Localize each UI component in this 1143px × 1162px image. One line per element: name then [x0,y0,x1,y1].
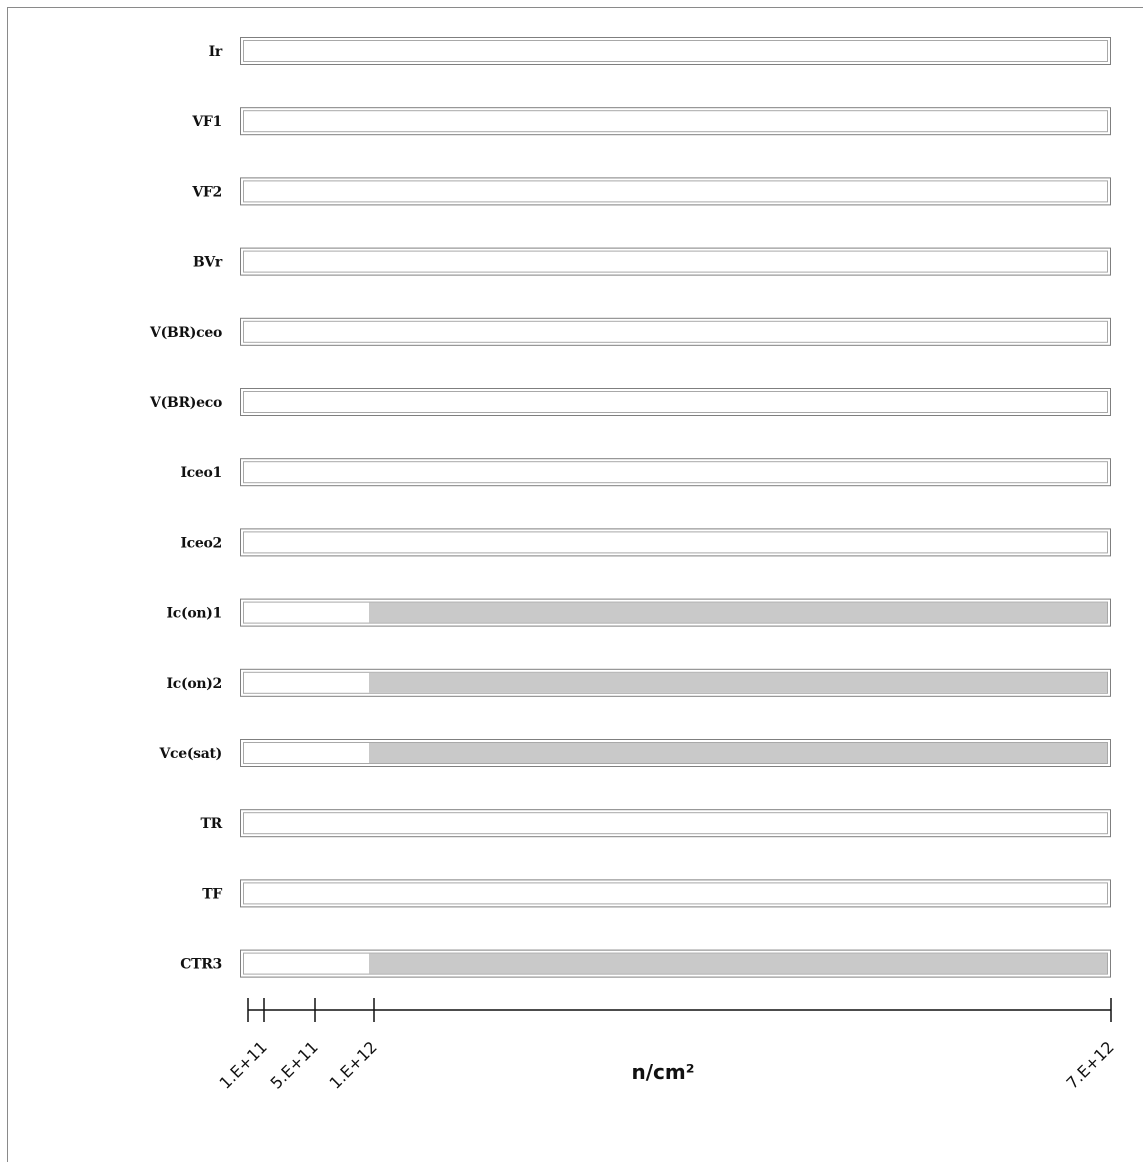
bar-track [243,461,1108,484]
bar-track [243,391,1108,413]
bar-rows: Ir VF1 VF2 BVr V(BR)ceo V(BR)eco Iceo1 Iceo2 Ic(… [149,37,1111,978]
failure-bar [369,602,1107,623]
bar-row: V(BR)eco [149,388,1111,416]
tick-label: 1.E+12 [326,1037,381,1092]
category-label: Ic(on)2 [167,676,222,692]
bar-track [243,110,1108,133]
bar-row: BVr [193,247,1111,276]
category-label: Ic(on)1 [167,606,222,622]
bar-track [243,812,1108,835]
bar-row: VF2 [191,177,1111,206]
bar-row: TR [201,809,1111,838]
bar-row: TF [202,879,1111,908]
category-label: TF [202,886,222,902]
category-label: BVr [193,255,223,271]
bar-track [243,250,1108,273]
category-label: TR [201,816,223,832]
category-label: CTR3 [180,957,222,973]
bar-track [243,882,1108,905]
category-label: V(BR)eco [149,395,222,411]
bar-row: CTR3 [180,949,1111,978]
bar-row: Ir [209,37,1111,65]
category-label: VF1 [191,114,222,130]
failure-bar [369,672,1107,693]
bar-row: Ic(on)1 [167,598,1111,627]
category-label: VF2 [191,184,222,200]
tick-label: 5.E+11 [267,1037,322,1092]
tick-label: 1.E+11 [216,1037,271,1092]
failure-bar [369,953,1107,974]
bar-track [243,320,1108,343]
category-label: Iceo2 [180,535,222,551]
category-label: Vce(sat) [158,746,222,762]
bar-track [243,180,1108,203]
bar-row: V(BR)ceo [149,317,1111,346]
bar-row: VF1 [191,107,1111,136]
category-label: Iceo1 [180,465,222,481]
x-axis-label: n/cm² [632,1060,695,1084]
bar-track [243,531,1108,554]
bar-track [243,40,1108,62]
bar-row: Iceo1 [180,458,1111,487]
tick-label: 7.E+12 [1063,1037,1118,1092]
category-label: V(BR)ceo [149,325,222,341]
category-label: Ir [209,44,223,60]
bar-row: Ic(on)2 [167,668,1111,697]
failure-bar [369,743,1107,763]
bar-row: Vce(sat) [158,739,1111,767]
x-axis: 1.E+115.E+11 1.E+12 7.E+12 n/cm² [216,998,1118,1093]
bar-row: Iceo2 [180,528,1111,557]
